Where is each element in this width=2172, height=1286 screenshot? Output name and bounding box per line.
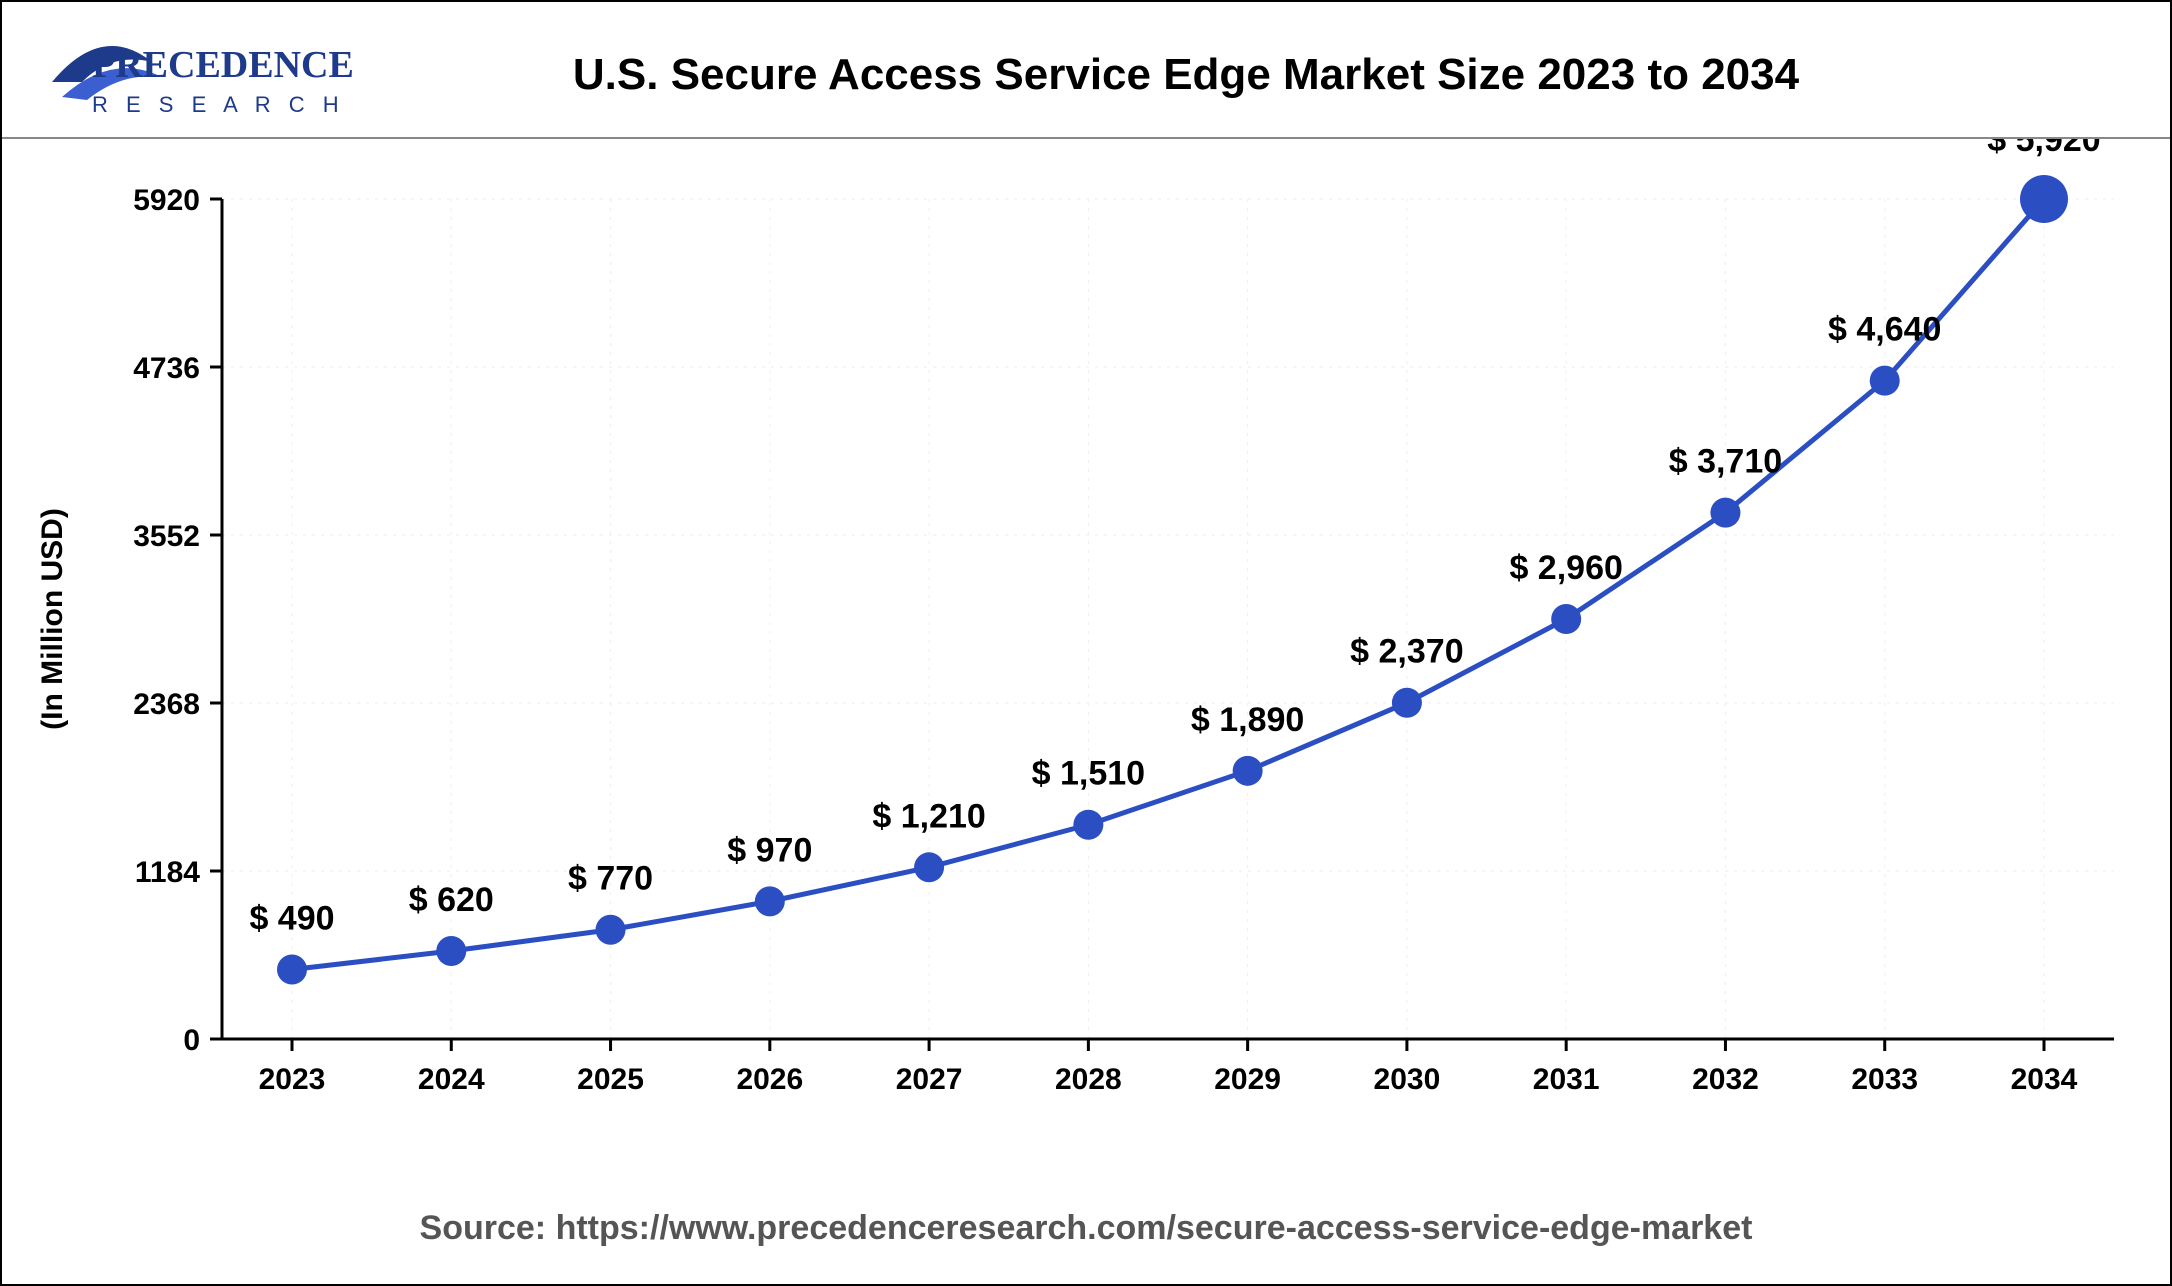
chart-title: U.S. Secure Access Service Edge Market S…: [422, 50, 2130, 100]
logo-brand-top: PRECEDENCE: [92, 44, 354, 86]
svg-text:2368: 2368: [133, 688, 200, 721]
chart-frame: PRECEDENCE R E S E A R C H U.S. Secure A…: [0, 0, 2172, 1286]
x-tick-label: 2025: [577, 1063, 644, 1096]
logo: PRECEDENCE R E S E A R C H: [42, 22, 382, 127]
data-point: [1551, 604, 1581, 634]
data-point: [1870, 366, 1900, 396]
x-tick-label: 2028: [1055, 1063, 1122, 1096]
svg-text:1184: 1184: [135, 856, 200, 889]
y-axis-label: (In Million USD): [36, 508, 69, 730]
x-tick-label: 2027: [896, 1063, 963, 1096]
data-point: [1233, 756, 1263, 786]
x-tick-label: 2029: [1214, 1063, 1281, 1096]
data-label: $ 490: [249, 899, 334, 937]
logo-brand-bottom: R E S E A R C H: [92, 92, 345, 117]
x-tick-label: 2033: [1851, 1063, 1918, 1096]
chart-area: 0 1184 2368 3552 4736 5920 (In Million USD) 202…: [2, 139, 2170, 1189]
series-line: [292, 199, 2044, 969]
logo-svg: PRECEDENCE R E S E A R C H: [42, 22, 382, 122]
data-label: $ 1,510: [1032, 755, 1145, 793]
x-tick-label: 2024: [418, 1063, 485, 1096]
x-tick-label: 2031: [1533, 1063, 1600, 1096]
data-label: $ 2,960: [1509, 549, 1622, 587]
svg-text:3552: 3552: [133, 520, 200, 553]
data-point: [1710, 498, 1740, 528]
data-point: [277, 954, 307, 984]
data-point: [755, 886, 785, 916]
data-point: [1073, 810, 1103, 840]
x-tick-label: 2030: [1374, 1063, 1441, 1096]
x-tick-label: 2034: [2011, 1063, 2078, 1096]
line-chart: 0 1184 2368 3552 4736 5920 (In Million USD) 202…: [2, 139, 2172, 1149]
source-line: Source: https://www.precedenceresearch.c…: [2, 1189, 2170, 1278]
data-label: $ 3,710: [1669, 443, 1782, 481]
data-label: $ 770: [568, 860, 653, 898]
data-label: $ 1,890: [1191, 701, 1304, 739]
data-point: [2020, 175, 2068, 223]
data-point: [914, 852, 944, 882]
data-label: $ 970: [727, 831, 812, 869]
x-tick-label: 2026: [736, 1063, 803, 1096]
data-point: [1392, 688, 1422, 718]
data-label: $ 1,210: [872, 797, 985, 835]
data-label: $ 4,640: [1828, 311, 1941, 349]
data-label: $ 5,920: [1987, 139, 2100, 159]
data-point: [596, 915, 626, 945]
data-label: $ 620: [409, 881, 494, 919]
source-label: Source:: [420, 1209, 547, 1247]
svg-text:4736: 4736: [133, 352, 200, 385]
svg-text:5920: 5920: [133, 184, 200, 217]
source-url: https://www.precedenceresearch.com/secur…: [556, 1209, 1753, 1247]
svg-text:0: 0: [183, 1024, 200, 1057]
x-tick-label: 2023: [259, 1063, 326, 1096]
x-tick-label: 2032: [1692, 1063, 1759, 1096]
header: PRECEDENCE R E S E A R C H U.S. Secure A…: [2, 2, 2170, 137]
data-label: $ 2,370: [1350, 633, 1463, 671]
data-point: [436, 936, 466, 966]
